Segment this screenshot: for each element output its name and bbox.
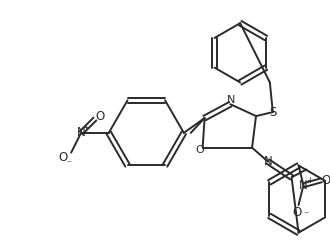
Text: O: O xyxy=(292,206,301,219)
Text: S: S xyxy=(269,106,277,119)
Text: N: N xyxy=(263,155,272,168)
Text: N: N xyxy=(77,126,85,139)
Text: +: + xyxy=(82,123,89,132)
Text: +: + xyxy=(306,176,313,185)
Text: N: N xyxy=(299,179,308,192)
Text: O: O xyxy=(195,145,204,155)
Text: ⁻: ⁻ xyxy=(67,159,72,169)
Text: O: O xyxy=(95,110,105,122)
Text: ⁻: ⁻ xyxy=(303,210,308,220)
Text: O: O xyxy=(59,151,68,164)
Text: O: O xyxy=(321,174,330,187)
Text: N: N xyxy=(227,95,236,105)
